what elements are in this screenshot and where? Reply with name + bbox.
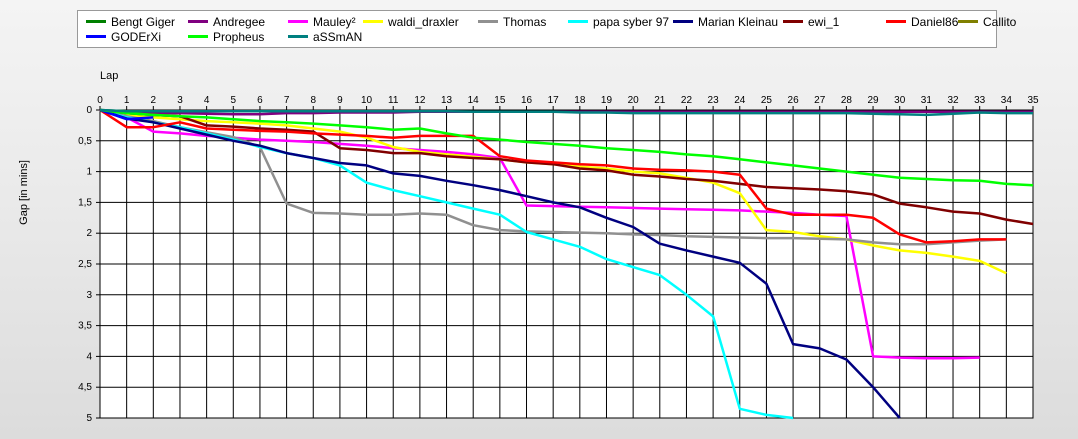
series-line-daniel86: [99, 108, 1007, 244]
legend-label: papa syber 97: [593, 15, 670, 29]
x-tick-label: 18: [574, 95, 586, 106]
x-axis-title: Lap: [100, 70, 119, 82]
legend-swatch: [673, 20, 693, 24]
y-tick-label: 0: [86, 105, 92, 116]
series-line-assman: [99, 108, 1033, 117]
series-line-goderxi: [99, 108, 154, 121]
legend-swatch: [86, 20, 106, 24]
y-tick-label: 1,5: [78, 197, 92, 208]
legend-label: Bengt Giger: [111, 15, 176, 29]
x-tick-label: 20: [628, 95, 640, 106]
x-tick-label: 10: [361, 95, 373, 106]
legend-swatch: [478, 20, 498, 24]
legend-label: Daniel86: [911, 15, 959, 29]
legend-label: Andregee: [213, 15, 266, 29]
x-tick-label: 14: [468, 95, 480, 106]
y-tick-label: 2,5: [78, 259, 92, 270]
x-tick-label: 5: [231, 95, 237, 106]
legend-swatch: [86, 35, 106, 39]
legend-swatch: [568, 20, 588, 24]
x-tick-label: 24: [734, 95, 746, 106]
x-tick-label: 11: [388, 95, 399, 106]
y-tick-label: 3,5: [78, 321, 92, 332]
x-tick-label: 7: [284, 95, 290, 106]
legend-item: Bengt Giger: [86, 15, 175, 29]
x-tick-label: 19: [601, 95, 613, 106]
x-tick-label: 8: [310, 95, 316, 106]
series-line-marian-kleinau: [99, 108, 901, 419]
legend-swatch: [288, 35, 308, 39]
legend-item: GODErXi: [86, 30, 161, 44]
y-tick-label: 0,5: [78, 136, 92, 147]
legend-item: Mauley²: [288, 15, 356, 29]
x-tick-label: 3: [177, 95, 183, 106]
legend-item: Thomas: [478, 15, 546, 29]
x-tick-label: 15: [494, 95, 506, 106]
legend-label: GODErXi: [111, 30, 162, 44]
x-tick-label: 2: [151, 95, 157, 106]
x-tick-label: 28: [841, 95, 853, 106]
x-tick-label: 6: [257, 95, 263, 106]
legend-swatch: [958, 20, 978, 24]
chart-legend: Bengt Giger Andregee Mauley² waldi_draxler T…: [77, 10, 1016, 48]
x-tick-label: 29: [867, 95, 879, 106]
legend-item: Andregee: [188, 15, 265, 29]
x-tick-label: 4: [204, 95, 210, 106]
legend-label: aSSmAN: [313, 30, 363, 44]
legend-swatch: [363, 20, 383, 24]
legend-item: Marian Kleinau: [673, 15, 778, 29]
legend-item: aSSmAN: [288, 30, 362, 44]
legend-item: Callito: [958, 15, 1016, 29]
x-tick-label: 32: [947, 95, 959, 106]
legend-item: ewi_1: [783, 15, 839, 29]
y-tick-label: 4: [86, 351, 92, 362]
legend-item: waldi_draxler: [363, 15, 459, 29]
x-tick-label: 35: [1027, 95, 1039, 106]
x-tick-label: 9: [337, 95, 343, 106]
legend-label: Thomas: [503, 15, 547, 29]
x-tick-label: 23: [708, 95, 720, 106]
x-tick-label: 27: [814, 95, 826, 106]
x-tick-label: 33: [974, 95, 986, 106]
legend-label: Propheus: [213, 30, 265, 44]
series-line-ewi-1: [99, 108, 1034, 226]
x-tick-label: 22: [681, 95, 693, 106]
x-tick-label: 34: [1001, 95, 1013, 106]
legend-item: papa syber 97: [568, 15, 669, 29]
legend-swatch: [188, 20, 208, 24]
legend-swatch: [886, 20, 906, 24]
legend-label: Mauley²: [313, 15, 356, 29]
series-line-propheus: [99, 108, 1034, 187]
y-tick-label: 2: [86, 228, 92, 239]
legend-swatch: [783, 20, 803, 24]
y-tick-label: 1: [86, 167, 92, 178]
x-tick-label: 0: [97, 95, 103, 106]
y-tick-label: 5: [86, 413, 92, 424]
x-tick-label: 17: [548, 95, 560, 106]
legend-label: Callito: [983, 15, 1017, 29]
y-tick-label: 3: [86, 290, 92, 301]
x-tick-label: 12: [414, 95, 426, 106]
legend-label: ewi_1: [808, 15, 840, 29]
x-tick-label: 25: [761, 95, 773, 106]
x-tick-label: 16: [521, 95, 533, 106]
x-tick-label: 21: [654, 95, 666, 106]
legend-swatch: [188, 35, 208, 39]
legend-item: Propheus: [188, 30, 264, 44]
x-tick-label: 1: [124, 95, 130, 106]
x-tick-label: 26: [788, 95, 800, 106]
y-tick-label: 4,5: [78, 382, 92, 393]
legend-label: Marian Kleinau: [698, 15, 779, 29]
x-tick-label: 13: [441, 95, 453, 106]
x-tick-label: 31: [921, 95, 933, 106]
legend-item: Daniel86: [886, 15, 958, 29]
x-tick-label: 30: [894, 95, 906, 106]
legend-label: waldi_draxler: [388, 15, 459, 29]
legend-swatch: [288, 20, 308, 24]
